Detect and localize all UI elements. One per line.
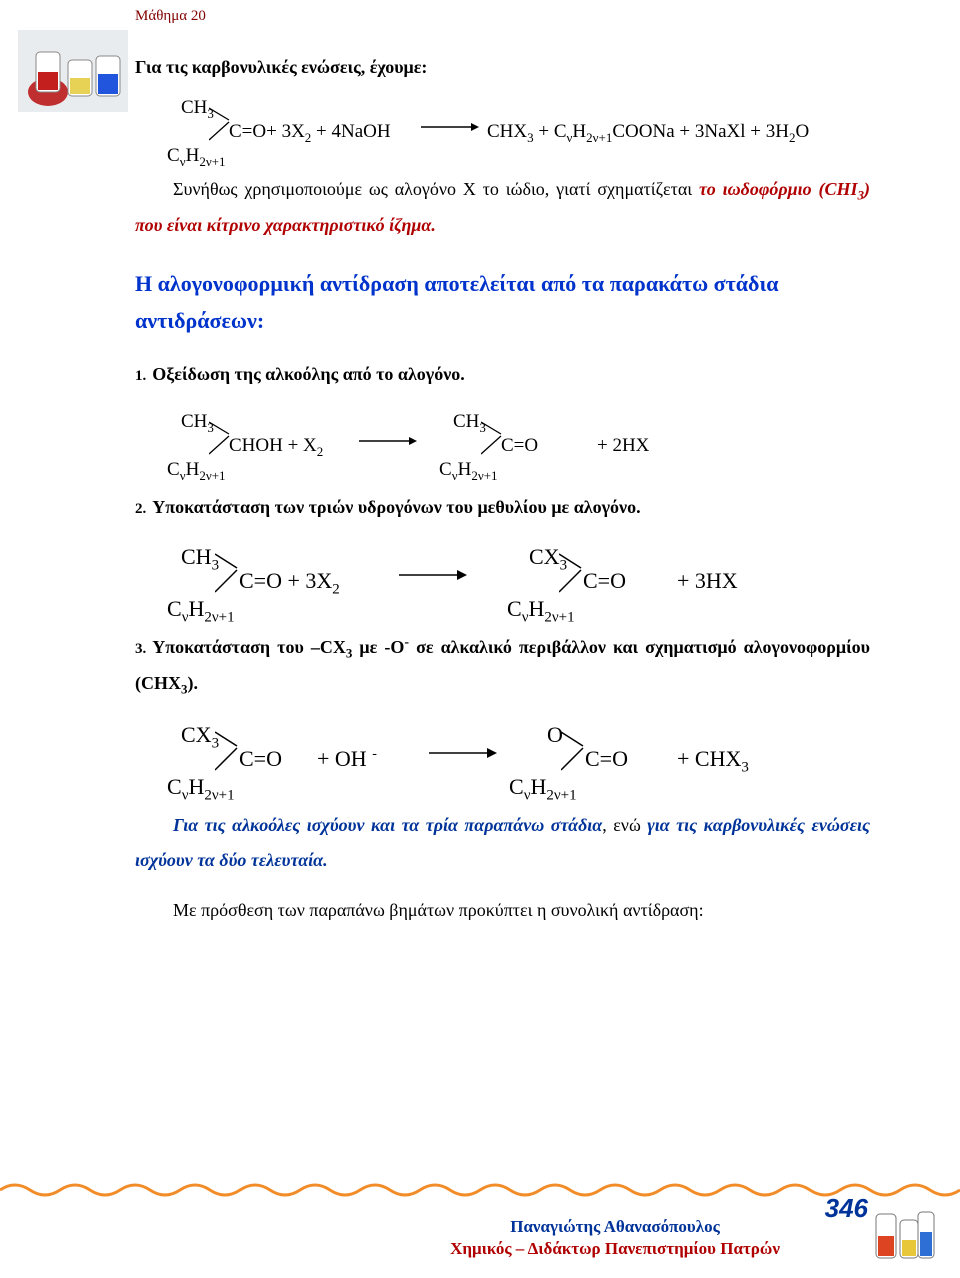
equation-overall: CH3 CνH2ν+1 C=O+ 3X2 + 4NaOH CHX3 + CνH2…	[167, 90, 870, 158]
beakers-icon	[18, 30, 128, 112]
reaction-arrow-icon	[419, 120, 479, 134]
wave-divider-icon	[0, 1180, 960, 1200]
intro-line: Για τις καρβονυλικές ενώσεις, έχουμε:	[135, 50, 870, 84]
lesson-label: Μάθημα 20	[135, 8, 206, 25]
footer-beaker-icon	[870, 1206, 938, 1268]
reaction-arrow-icon	[357, 434, 417, 448]
equation-step2: CH3 CνH2ν+1 C=O + 3X2 CX3 CνH2ν+1 C=O + …	[167, 536, 870, 616]
step-3: 3.Υποκατάσταση του –CX3 με -O- σε αλκαλι…	[135, 630, 870, 703]
equation-step3: CX3 CνH2ν+1 C=O + OH - O CνH2ν+1 C=O + C…	[167, 714, 870, 794]
reaction-arrow-icon	[397, 568, 467, 582]
paragraph-iodoform: Συνήθως χρησιμοποιούμε ως αλογόνο Χ το ι…	[135, 172, 870, 242]
section-heading: Η αλογονοφορμική αντίδραση αποτελείται α…	[135, 265, 870, 340]
step-1: 1.Οξείδωση της αλκοόλης από το αλογόνο.	[135, 357, 870, 391]
conclusion-paragraph: Για τις αλκοόλες ισχύουν και τα τρία παρ…	[135, 808, 870, 878]
reaction-arrow-icon	[427, 746, 497, 760]
footer: Παναγιώτης Αθανασόπουλος Χημικός – Διδάκ…	[135, 1216, 960, 1260]
step-2: 2.Υποκατάσταση των τριών υδρογόνων του μ…	[135, 490, 870, 524]
equation-step1: CH3 CνH2ν+1 CHOH + X2 CH3 CνH2ν+1 C=O + …	[167, 404, 870, 476]
final-line: Με πρόσθεση των παραπάνω βημάτων προκύπτ…	[135, 893, 870, 927]
